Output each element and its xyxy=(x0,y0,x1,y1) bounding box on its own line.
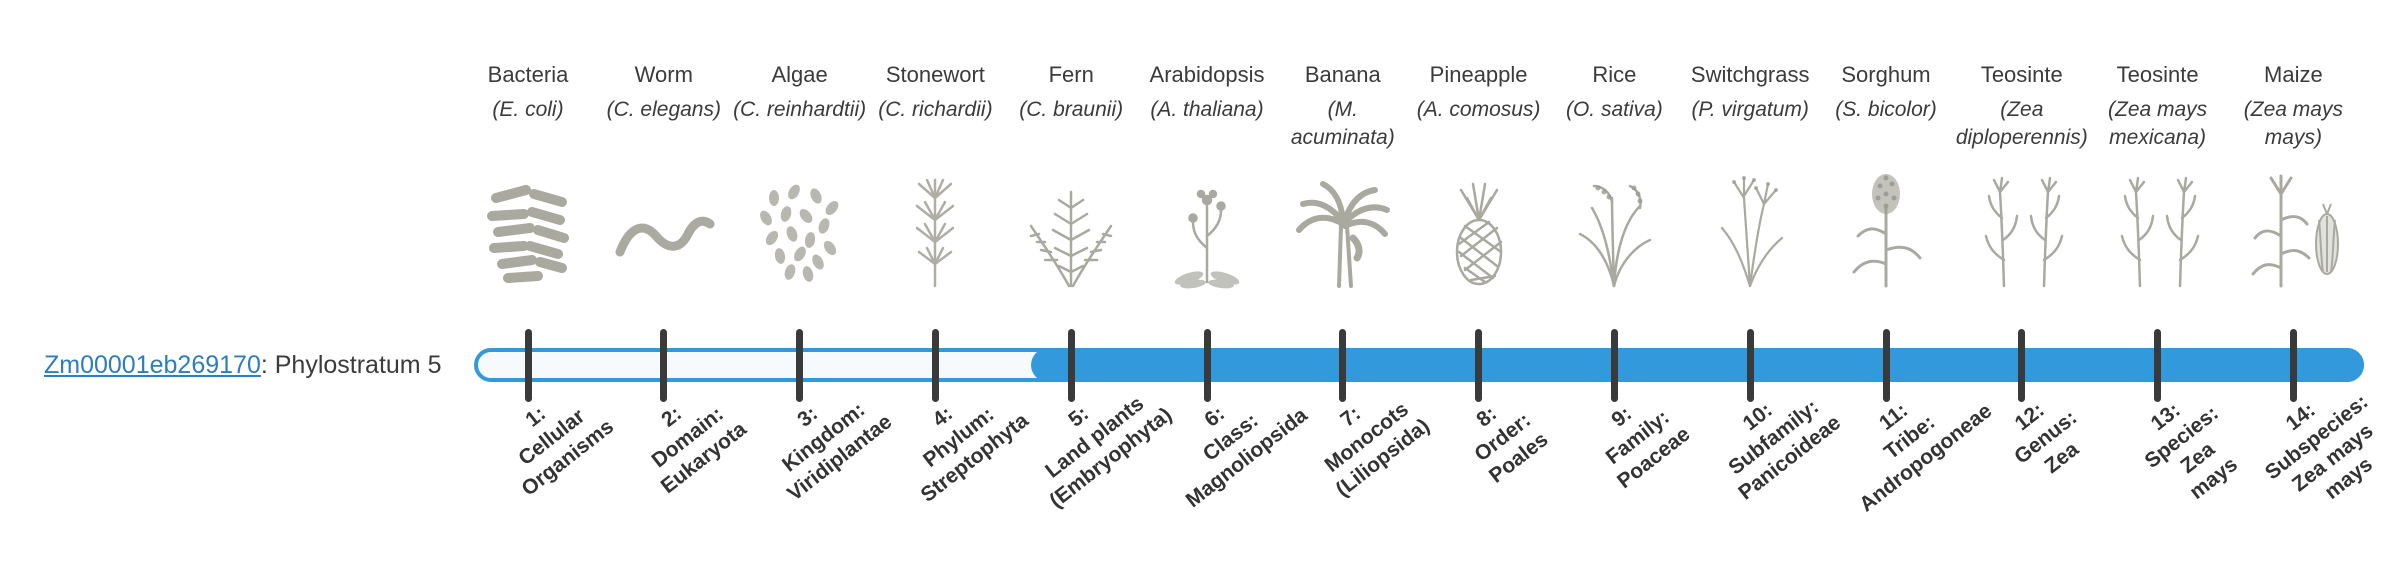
phylostratum-tick xyxy=(1067,329,1075,402)
teosinte-icon xyxy=(1962,164,2082,294)
phylostratum-tick xyxy=(524,329,532,402)
fern-icon xyxy=(1011,164,1131,294)
organism-name: Pineapple xyxy=(1429,62,1528,87)
organism-column: Maize (Zea mays mays) xyxy=(2225,62,2361,294)
organism-name: Maize xyxy=(2264,62,2323,87)
phylostratum-tick xyxy=(796,329,804,402)
organism-column: Stonewort (C. richardii) xyxy=(867,62,1003,294)
organism-scientific-name: (P. virgatum) xyxy=(1691,98,1809,122)
organism-name: Fern xyxy=(1048,62,1094,87)
organism-scientific-name: (Zea mays mays) xyxy=(2243,98,2343,150)
organism-scientific-name: (M. acuminata) xyxy=(1290,98,1395,150)
organism-column: Teosinte (Zea diploperennis) xyxy=(1954,62,2090,294)
organism-name: Banana xyxy=(1304,62,1381,87)
phylostratum-tick xyxy=(1610,329,1618,402)
organism-scientific-name: (C. braunii) xyxy=(1019,98,1124,122)
organism-scientific-name: (E. coli) xyxy=(492,98,564,122)
organism-scientific-name: (Zea diploperennis) xyxy=(1955,98,2088,150)
gene-phylostratum-text: : Phylostratum 5 xyxy=(260,350,442,379)
organism-name: Algae xyxy=(771,62,828,87)
organism-name: Switchgrass xyxy=(1690,62,1810,87)
algae-icon xyxy=(740,164,860,294)
organism-column: Rice (O. sativa) xyxy=(1546,62,1682,294)
teosinte-icon xyxy=(2098,164,2218,294)
stonewort-icon xyxy=(875,164,995,294)
pineapple-icon xyxy=(1419,164,1539,294)
phylostratum-tick xyxy=(1339,329,1347,402)
banana-icon xyxy=(1283,164,1403,294)
phylostratum-tick xyxy=(931,329,939,402)
organism-column: Banana (M. acuminata) xyxy=(1275,62,1411,294)
phylostratum-tick xyxy=(660,329,668,402)
sorghum-icon xyxy=(1826,164,1946,294)
organism-column: Pineapple (A. comosus) xyxy=(1411,62,1547,294)
organism-column: Teosinte (Zea mays mexicana) xyxy=(2090,62,2226,294)
organism-name: Sorghum xyxy=(1841,62,1931,87)
bacteria-icon xyxy=(468,164,588,294)
gene-label: Zm00001eb269170: Phylostratum 5 xyxy=(44,348,442,382)
organism-scientific-name: (S. bicolor) xyxy=(1835,98,1937,122)
maize-icon xyxy=(2233,164,2353,294)
gene-id-link[interactable]: Zm00001eb269170 xyxy=(44,350,261,379)
worm-icon xyxy=(604,164,724,294)
organism-scientific-name: (C. elegans) xyxy=(606,98,721,122)
organism-name: Teosinte xyxy=(2116,62,2199,87)
phylostratum-tick xyxy=(1746,329,1754,402)
phylostrata-track-fill xyxy=(1031,348,2364,382)
switchgrass-icon xyxy=(1690,164,1810,294)
organism-name: Bacteria xyxy=(487,62,569,87)
organism-name: Arabidopsis xyxy=(1149,62,1265,87)
phylostratum-tick xyxy=(2289,329,2297,402)
organism-name: Stonewort xyxy=(885,62,985,87)
organism-column: Arabidopsis (A. thaliana) xyxy=(1139,62,1275,294)
organism-column: Fern (C. braunii) xyxy=(1003,62,1139,294)
organism-scientific-name: (Zea mays mexicana) xyxy=(2108,98,2208,150)
phylostratum-tick xyxy=(1882,329,1890,402)
organism-scientific-name: (O. sativa) xyxy=(1565,98,1663,122)
organism-scientific-name: (A. comosus) xyxy=(1416,98,1541,122)
phylostratum-tick xyxy=(1475,329,1483,402)
organism-name: Teosinte xyxy=(1980,62,2063,87)
phylostratum-tick xyxy=(2018,329,2026,402)
phylostratum-tick xyxy=(1203,329,1211,402)
organism-column: Algae (C. reinhardtii) xyxy=(732,62,868,294)
organism-scientific-name: (C. reinhardtii) xyxy=(733,98,867,122)
organism-column: Worm (C. elegans) xyxy=(596,62,732,294)
organism-column: Bacteria (E. coli) xyxy=(460,62,596,294)
phylostratum-tick xyxy=(2154,329,2162,402)
rice-icon xyxy=(1554,164,1674,294)
organism-name: Rice xyxy=(1592,62,1637,87)
organism-scientific-name: (A. thaliana) xyxy=(1150,98,1264,122)
organism-name: Worm xyxy=(634,62,693,87)
organism-column: Sorghum (S. bicolor) xyxy=(1818,62,1954,294)
organism-scientific-name: (C. richardii) xyxy=(878,98,993,122)
arabidopsis-icon xyxy=(1147,164,1267,294)
organism-column: Switchgrass (P. virgatum) xyxy=(1682,62,1818,294)
